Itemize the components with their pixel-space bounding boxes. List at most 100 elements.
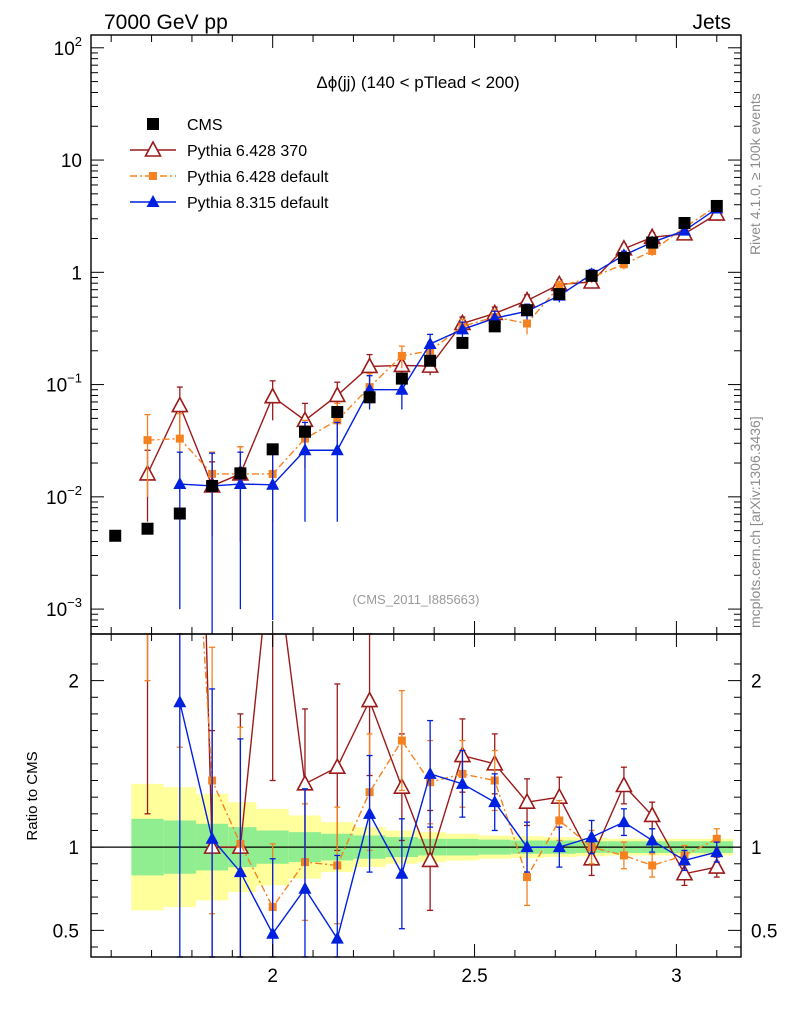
data-point-cms <box>234 467 247 480</box>
ratio-point-pythia-8-315-default <box>617 815 631 828</box>
ratio-y-tick-label-right: 0.5 <box>751 921 777 942</box>
data-point-cms <box>109 529 122 542</box>
chart-title: Δϕ(jj) (140 < pTlead < 200) <box>316 73 519 92</box>
ratio-point-pythia-8-315-default <box>552 840 566 853</box>
data-point-pythia-6-428-370 <box>263 386 282 404</box>
ratio-point-pythia-6-428-370 <box>421 850 439 868</box>
watermark: (CMS_2011_I885663) <box>353 592 480 607</box>
legend-marker-cms <box>147 118 159 130</box>
data-point-cms <box>521 304 534 317</box>
ratio-point-pythia-8-315-default <box>520 840 534 853</box>
data-point-pythia-6-428-370 <box>328 385 347 403</box>
data-point-cms <box>331 405 344 418</box>
ratio-point-pythia-6-428-370 <box>328 757 347 774</box>
legend: CMS Pythia 6.428 370 Pythia 6.428 default P… <box>130 117 329 212</box>
data-point-pythia-8-315-default <box>266 477 280 490</box>
x-tick-label: 2 <box>267 966 278 987</box>
ratio-point-pythia-8-315-default <box>298 881 312 894</box>
data-point-cms <box>173 507 186 520</box>
ratio-y-tick-label-right: 2 <box>751 672 762 693</box>
data-point-pythia-8-315-default <box>233 477 247 490</box>
ratio-point-pythia-8-315-default <box>173 695 187 708</box>
legend-label-pythia-8-315-default: Pythia 8.315 default <box>187 195 329 212</box>
data-point-pythia-6-428-default <box>175 434 184 443</box>
legend-marker-pythia-6-428-370 <box>144 140 162 157</box>
ratio-point-pythia-6-428-default <box>397 736 406 745</box>
data-point-pythia-8-315-default <box>330 443 344 456</box>
ratio-y-tick-label: 1 <box>68 838 79 859</box>
ratio-point-pythia-8-315-default <box>585 830 599 843</box>
data-point-cms <box>678 216 691 229</box>
x-tick-label: 3 <box>671 966 682 987</box>
ratio-y-tick-label-right: 1 <box>751 838 762 859</box>
data-point-cms <box>363 391 376 404</box>
data-point-pythia-8-315-default <box>455 322 469 335</box>
data-point-pythia-8-315-default <box>298 443 312 456</box>
series-line-pythia-8-315-default <box>179 207 718 487</box>
ratio-point-pythia-8-315-default <box>233 865 247 878</box>
data-point-pythia-8-315-default <box>488 311 502 324</box>
data-point-cms <box>585 269 598 282</box>
ratio-point-pythia-8-315-default <box>266 926 280 939</box>
ratio-point-pythia-8-315-default <box>330 931 344 944</box>
data-point-pythia-8-315-default <box>677 223 691 236</box>
data-point-pythia-6-428-370 <box>360 356 379 374</box>
ratio-line-pythia-6-428-370 <box>205 634 717 875</box>
y-tick-label: 10−1 <box>46 371 82 397</box>
ratio-point-pythia-6-428-370 <box>518 792 536 809</box>
data-point-pythia-6-428-370 <box>170 395 189 413</box>
data-point-cms <box>266 443 279 456</box>
y-tick-label: 10−3 <box>46 595 82 621</box>
ratio-point-pythia-8-315-default <box>710 845 724 858</box>
legend-marker-pythia-8-315-default <box>146 195 160 207</box>
ratio-point-pythia-8-315-default <box>488 795 502 808</box>
ratio-point-pythia-6-428-370 <box>643 805 662 823</box>
x-tick-label: 2.5 <box>461 966 487 987</box>
ratio-frame <box>90 633 742 958</box>
ratio-point-pythia-6-428-default <box>712 834 721 843</box>
ratio-panel: 2 2.5 3 0.5 0.5 1 1 2 2 <box>53 633 777 987</box>
y-tick-label: 10 <box>61 151 82 172</box>
data-point-pythia-6-428-default <box>648 246 657 255</box>
data-point-pythia-8-315-default <box>395 382 409 395</box>
data-point-cms <box>488 320 501 333</box>
y-tick-label: 1 <box>71 263 82 284</box>
legend-label-cms: CMS <box>187 117 223 134</box>
ratio-point-pythia-6-428-default <box>648 861 657 870</box>
data-point-pythia-6-428-default <box>333 416 342 425</box>
ratio-point-pythia-6-428-370 <box>675 864 694 881</box>
main-panel: 10−3 10−2 10−1 1 10 102 <box>46 34 742 635</box>
data-point-cms <box>395 372 408 385</box>
ratio-y-tick-label: 2 <box>68 672 79 693</box>
ratio-point-pythia-8-315-default <box>645 833 659 846</box>
ratio-point-pythia-6-428-370 <box>615 775 633 793</box>
ratio-point-pythia-8-315-default <box>677 853 691 866</box>
ratio-point-pythia-8-315-default <box>205 831 219 844</box>
data-point-cms <box>141 522 154 535</box>
ratio-point-pythia-6-428-default <box>619 851 628 860</box>
ratio-point-pythia-8-315-default <box>395 866 409 879</box>
data-point-cms <box>646 236 659 249</box>
ratio-point-pythia-6-428-370 <box>360 690 379 708</box>
legend-label-pythia-6-428-default: Pythia 6.428 default <box>187 169 329 186</box>
ratio-point-pythia-6-428-370 <box>296 774 314 791</box>
ratio-point-pythia-8-315-default <box>423 766 437 779</box>
header-left: 7000 GeV pp <box>104 11 228 34</box>
ratio-ylabel: Ratio to CMS <box>24 751 41 840</box>
ratio-point-pythia-6-428-default <box>523 873 532 882</box>
side-label-top: Rivet 4.1.0, ≥ 100k events <box>747 93 763 255</box>
data-point-cms <box>206 479 219 492</box>
legend-label-pythia-6-428-370: Pythia 6.428 370 <box>187 143 307 160</box>
ratio-y-tick-label: 0.5 <box>53 921 79 942</box>
data-point-cms <box>424 354 437 367</box>
header-right: Jets <box>692 11 731 34</box>
data-point-cms <box>710 199 723 212</box>
data-point-pythia-8-315-default <box>423 336 437 349</box>
data-point-pythia-6-428-default <box>143 436 152 445</box>
data-point-pythia-6-428-default <box>397 351 406 360</box>
data-point-cms <box>456 336 469 349</box>
data-point-pythia-6-428-default <box>523 319 532 328</box>
ratio-point-pythia-8-315-default <box>363 806 377 819</box>
side-label-bottom: mcplots.cern.ch [arXiv:1306.3436] <box>747 416 763 628</box>
